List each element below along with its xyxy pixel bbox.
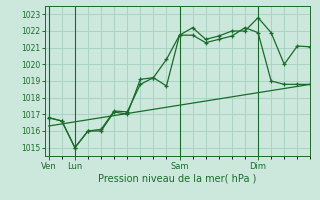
- X-axis label: Pression niveau de la mer( hPa ): Pression niveau de la mer( hPa ): [99, 173, 257, 183]
